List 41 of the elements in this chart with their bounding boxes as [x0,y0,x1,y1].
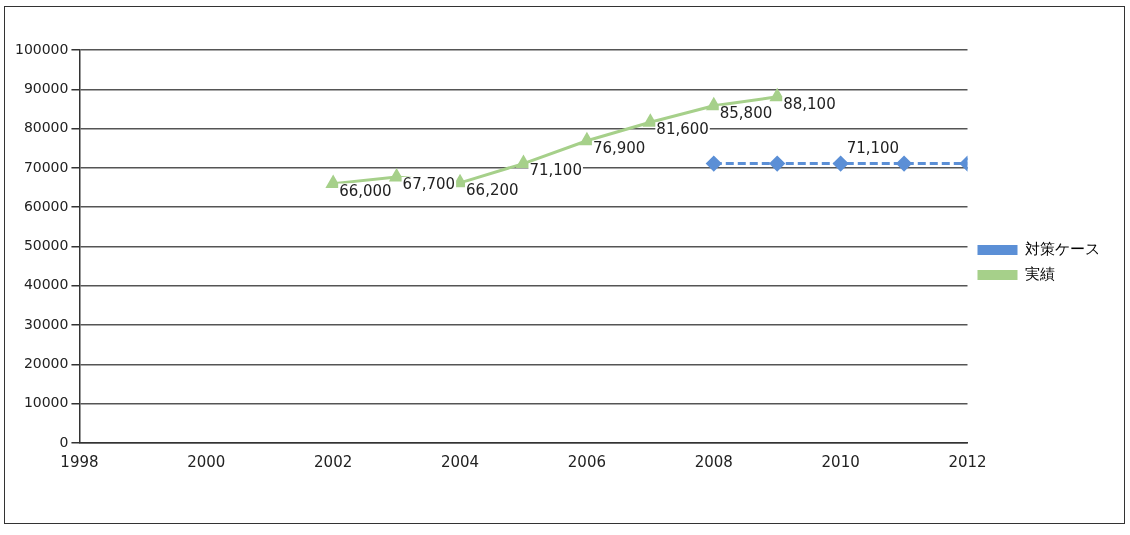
data-label: 76,900 [592,138,646,157]
y-tick-label: 20000 [23,355,69,372]
point [326,176,340,189]
point [770,89,784,102]
data-label: 67,700 [402,174,456,193]
y-tick-label: 80000 [23,119,69,136]
y-tick-label: 60000 [23,197,69,214]
data-label: 66,000 [339,181,392,200]
y-tick-label: 40000 [23,276,69,293]
y-tick-label: 90000 [23,79,69,96]
point [643,114,658,127]
point [769,156,785,172]
y-tick-label: 50000 [23,237,69,254]
x-tick-label: 1998 [60,452,99,471]
legend-label: 実績 [1025,264,1055,283]
x-tick-label: 2010 [821,452,860,471]
point [896,156,912,172]
y-tick-label: 30000 [23,315,69,332]
data-label: 88,100 [783,94,836,113]
point [707,98,721,111]
point [389,169,404,182]
x-tick-label: 2008 [694,452,733,471]
y-tick-label: 100000 [14,40,69,57]
x-tick-label: 2006 [567,452,606,471]
point [833,156,849,172]
x-tick-label: 2002 [314,452,353,471]
y-tick-label: 10000 [23,394,69,411]
x-tick-label: 2004 [440,452,480,471]
data-label: 85,800 [719,103,773,122]
data-label: 71,100 [846,139,900,158]
legend-label: 対策ケース [1025,239,1100,258]
y-tick-label: 70000 [23,158,69,175]
point [706,156,722,172]
point [580,133,594,146]
x-tick-label: 2000 [187,452,226,471]
data-label: 81,600 [656,120,709,139]
data-label: 71,100 [529,161,582,180]
data-label: 66,200 [466,180,519,199]
x-tick-label: 2012 [948,452,987,471]
y-tick-label: 0 [59,433,69,450]
point [516,156,531,169]
